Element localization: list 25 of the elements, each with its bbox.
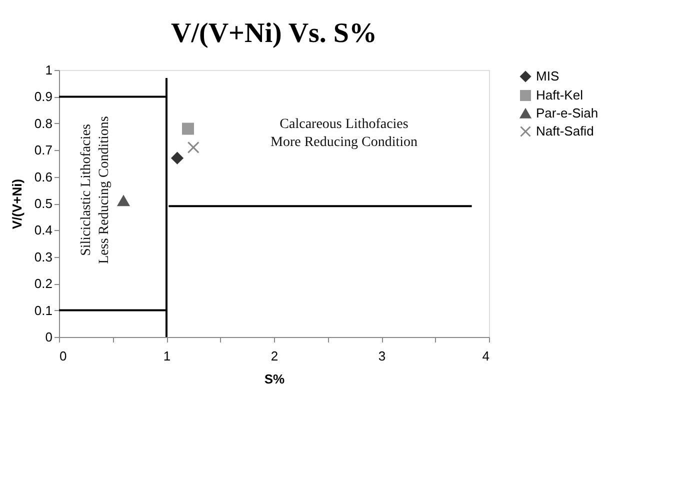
annotation: Calcareous Lithofacies More Reducing Condition: [270, 117, 418, 150]
y-tick-label: 0.5: [34, 196, 52, 211]
x-axis-title: S%: [264, 372, 286, 386]
y-tick-label: 0: [45, 330, 52, 344]
y-tick-label: 0.2: [34, 276, 52, 292]
y-tick-label: 0.3: [34, 249, 52, 264]
y-tick-label: 0.8: [34, 116, 52, 131]
x-tick-label: 0: [60, 348, 67, 364]
y-tick-label: 0.4: [34, 222, 52, 238]
x-tick-label: 1: [163, 348, 171, 364]
y-axis-title: V/(V+Ni): [9, 178, 24, 230]
legend-label: Haft-Kel: [536, 88, 584, 102]
y-tick-label: 0.1: [34, 302, 52, 318]
legend-label: Naft-Safid: [536, 124, 594, 138]
x-tick-label: 2: [270, 348, 278, 364]
chart-title: V/(V+Ni) Vs. S%: [170, 18, 378, 49]
y-tick-label: 0.7: [34, 142, 52, 158]
x-tick-label: 3: [378, 348, 386, 364]
x-tick-label: 4: [482, 348, 490, 364]
y-tick-label: 0.6: [34, 169, 52, 184]
legend-label: MIS: [536, 68, 560, 84]
legend-label: Par-e-Siah: [536, 106, 598, 120]
annotation: Siliciclastic Lithofacies Less Reducing Conditions: [79, 116, 112, 264]
y-tick-label: 1: [45, 62, 52, 78]
y-tick-label: 0.9: [34, 89, 52, 104]
